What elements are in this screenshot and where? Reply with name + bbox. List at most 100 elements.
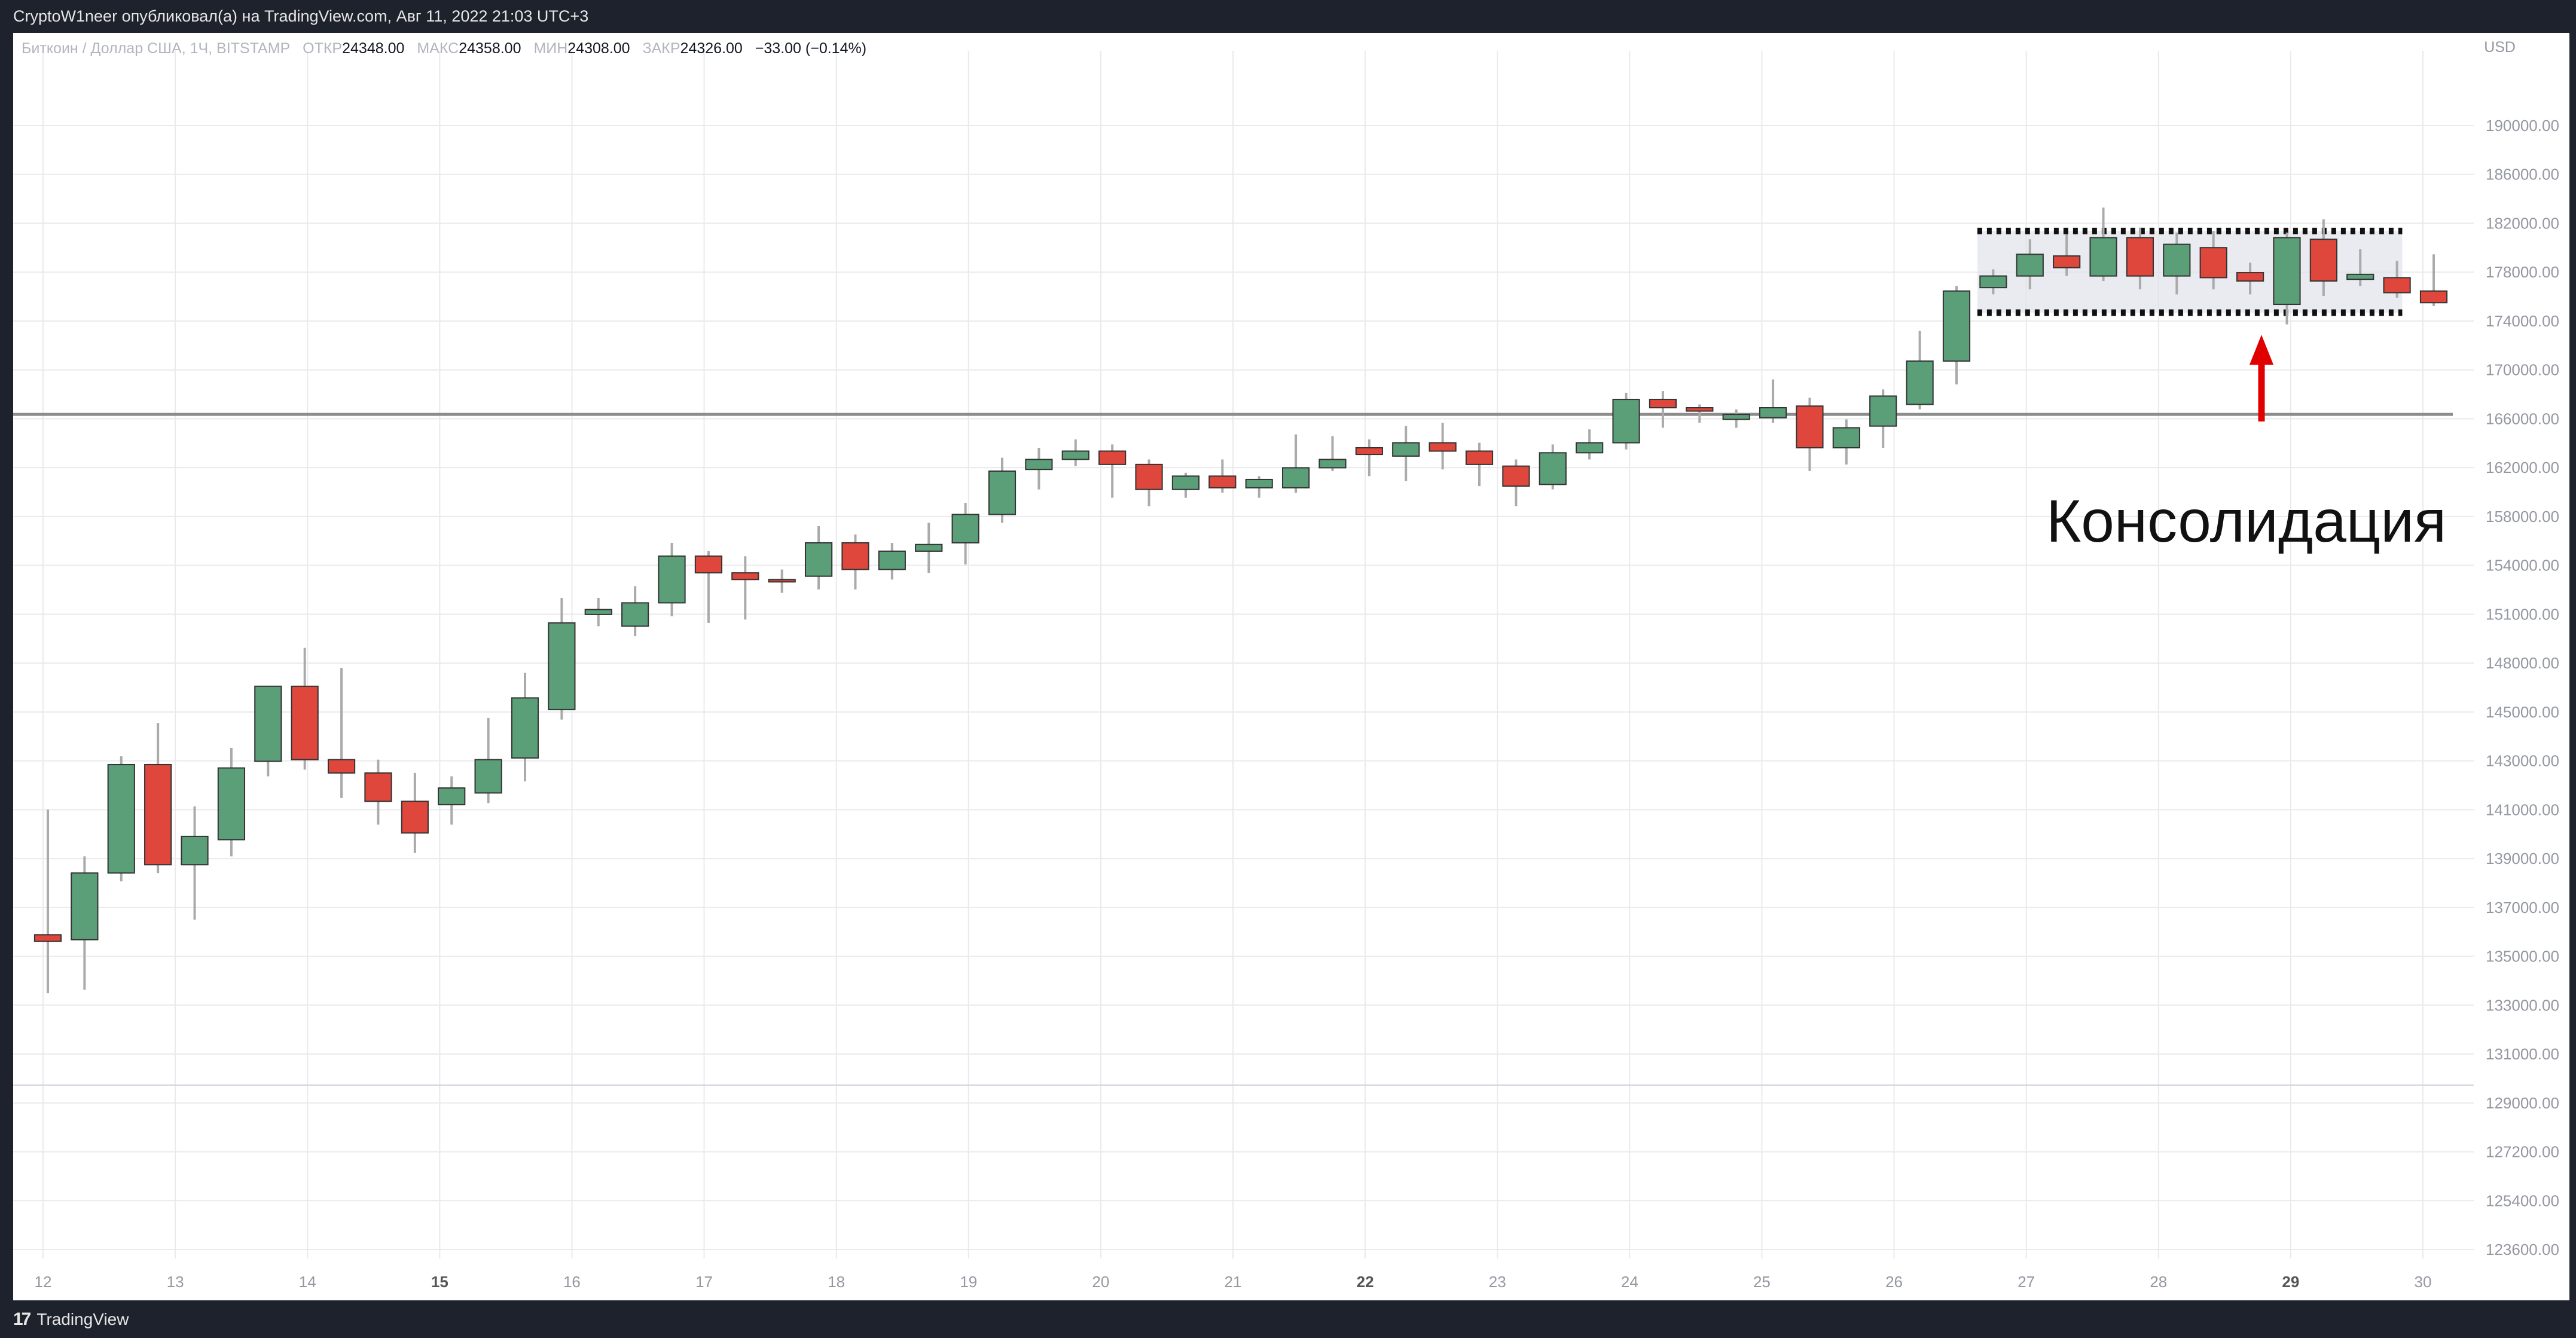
close-label: ЗАКР — [642, 40, 680, 57]
y-tick-label: 131000.00 — [2486, 1045, 2559, 1063]
candle-body — [1576, 442, 1604, 454]
candle-body — [2126, 237, 2154, 277]
candle-body — [1832, 427, 1860, 448]
candle-body — [1465, 450, 1494, 465]
x-tick-label: 26 — [1885, 1273, 1903, 1291]
candle-body — [2273, 237, 2301, 306]
high-value: 24358.00 — [459, 40, 521, 57]
candle-body — [2163, 243, 2191, 277]
candle-body — [1135, 463, 1163, 490]
y-tick-label: 182000.00 — [2486, 214, 2559, 232]
candle-body — [1722, 414, 1750, 420]
candle-body — [584, 609, 612, 615]
candle-body — [2383, 277, 2411, 294]
candle-body — [144, 763, 172, 866]
footer-bar: 17 TradingView — [0, 1300, 2576, 1338]
y-tick-label: 148000.00 — [2486, 654, 2559, 672]
change-value: −33.00 (−0.14%) — [755, 40, 867, 57]
candle-body — [2053, 255, 2081, 268]
candle-body — [327, 759, 356, 774]
footer-brand[interactable]: TradingView — [36, 1309, 129, 1328]
candle-body — [1649, 399, 1677, 408]
y-tick-label: 154000.00 — [2486, 557, 2559, 575]
candles — [33, 207, 2448, 994]
candle-body — [2016, 253, 2044, 277]
x-tick-label: 22 — [1357, 1273, 1374, 1291]
candle-body — [2236, 272, 2264, 282]
x-tick-label: 14 — [299, 1273, 316, 1291]
consolidation-annotation: Консолидация — [2046, 488, 2447, 555]
candle-body — [1686, 407, 1714, 412]
x-tick-label: 23 — [1489, 1273, 1506, 1291]
candle-body — [254, 685, 282, 762]
candle-body — [1318, 459, 1347, 469]
y-tick-label: 129000.00 — [2486, 1094, 2559, 1112]
candle-body — [694, 555, 723, 574]
y-tick-label: 137000.00 — [2486, 899, 2559, 917]
open-label: ОТКР — [303, 40, 343, 57]
y-tick-label: 178000.00 — [2486, 263, 2559, 281]
x-tick-label: 20 — [1092, 1273, 1109, 1291]
axes: 190000.00 186000.00 182000.00 178000.00 1740… — [35, 117, 2559, 1291]
x-tick-label: 27 — [2018, 1273, 2035, 1291]
candle-body — [658, 555, 686, 604]
x-tick-label: 24 — [1621, 1273, 1638, 1291]
y-tick-label: 162000.00 — [2486, 459, 2559, 476]
candle-body — [33, 934, 62, 942]
candle-body — [1171, 475, 1200, 490]
candle-body — [915, 543, 943, 552]
candle-body — [841, 542, 869, 570]
x-tick-label: 30 — [2415, 1273, 2432, 1291]
high-label: МАКС — [417, 40, 459, 57]
candle-body — [1392, 442, 1420, 457]
candle-body — [1759, 407, 1787, 418]
low-value: 24308.00 — [567, 40, 630, 57]
candle-body — [1906, 360, 1934, 405]
candle-body — [71, 872, 99, 940]
candle-body — [878, 550, 906, 570]
candle-body — [107, 763, 135, 874]
close-value: 24326.00 — [680, 40, 743, 57]
y-tick-label: 133000.00 — [2486, 996, 2559, 1014]
candle-body — [1502, 465, 1530, 487]
y-tick-label: 174000.00 — [2486, 312, 2559, 330]
currency-label[interactable]: USD — [2484, 39, 2516, 56]
candle-body — [1098, 450, 1127, 465]
grid — [13, 51, 2474, 1258]
y-tick-label: 141000.00 — [2486, 801, 2559, 818]
y-tick-label: 170000.00 — [2486, 361, 2559, 379]
candle-body — [401, 801, 429, 834]
candle-body — [2089, 237, 2117, 277]
y-tick-label: 135000.00 — [2486, 948, 2559, 966]
candle-body — [1796, 405, 1824, 448]
candle-body — [1942, 290, 1971, 362]
open-value: 24348.00 — [342, 40, 405, 57]
candle-body — [1869, 395, 1897, 427]
candlestick-chart[interactable]: 190000.00 186000.00 182000.00 178000.00 1740… — [13, 33, 2569, 1300]
y-tick-label: 139000.00 — [2486, 850, 2559, 867]
x-tick-label: 29 — [2282, 1273, 2299, 1291]
tradingview-logo-icon[interactable]: 17 — [13, 1309, 31, 1329]
symbol-label: Биткоин / Доллар США, 1Ч, BITSTAMP — [22, 40, 291, 57]
x-tick-label: 13 — [167, 1273, 184, 1291]
x-tick-label: 21 — [1225, 1273, 1242, 1291]
candle-body — [181, 835, 209, 866]
x-tick-label: 15 — [431, 1273, 448, 1291]
candle-body — [2199, 247, 2227, 279]
candle-body — [1612, 399, 1640, 444]
chart-panel[interactable]: 190000.00 186000.00 182000.00 178000.00 1740… — [13, 33, 2569, 1300]
candle-body — [988, 471, 1017, 515]
candle-body — [217, 767, 246, 841]
publish-info-bar: CryptoW1neer опубликовал(а) на TradingVi… — [0, 0, 2576, 33]
y-tick-label: 127200.00 — [2486, 1143, 2559, 1161]
x-tick-label: 25 — [1753, 1273, 1771, 1291]
ohlc-legend: Биткоин / Доллар США, 1Ч, BITSTAMP ОТКР2… — [22, 40, 875, 57]
candle-body — [1429, 442, 1457, 452]
y-tick-label: 125400.00 — [2486, 1192, 2559, 1209]
x-tick-label: 12 — [35, 1273, 52, 1291]
candle-body — [364, 772, 392, 802]
candle-body — [474, 759, 502, 794]
y-tick-label: 123600.00 — [2486, 1241, 2559, 1258]
candle-body — [731, 572, 759, 581]
candle-body — [2309, 239, 2337, 282]
